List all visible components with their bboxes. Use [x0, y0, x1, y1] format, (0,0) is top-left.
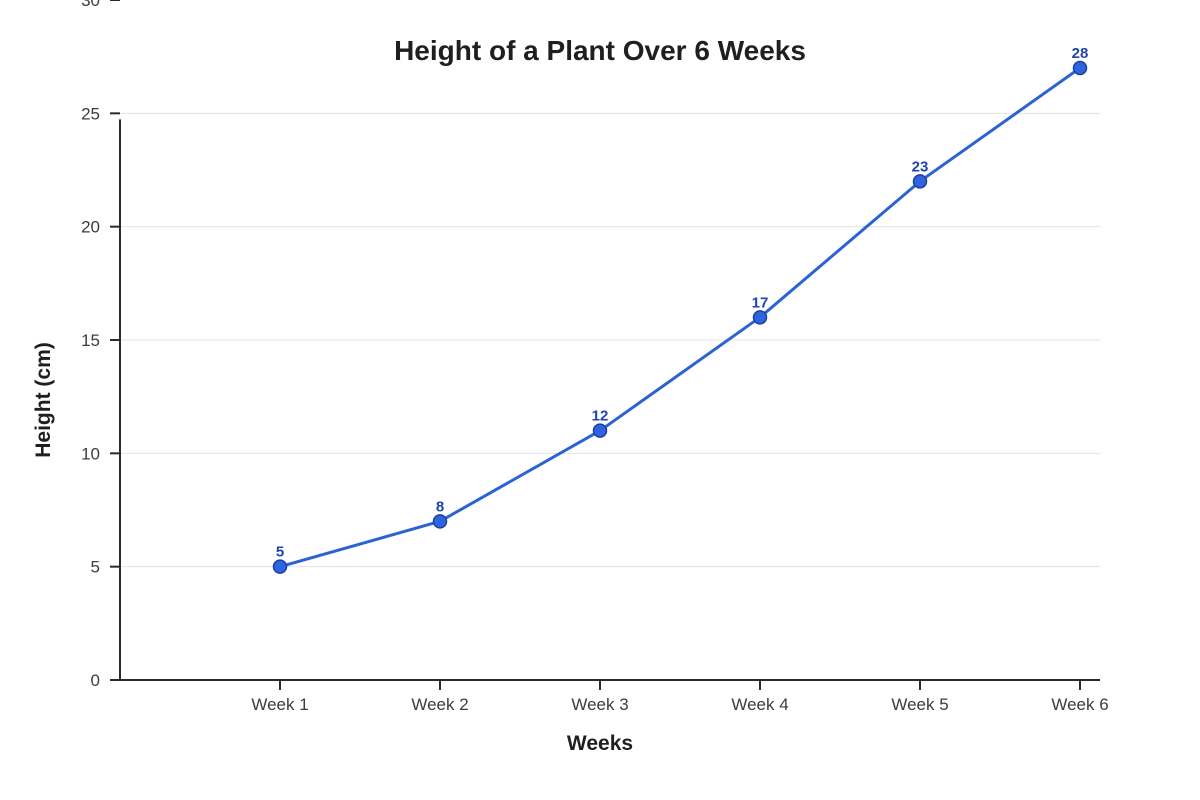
- x-axis-ticks: Week 1 Week 2 Week 3 Week 4 Week 5 Week 6: [251, 680, 1109, 714]
- data-label: 17: [752, 294, 769, 311]
- chart-title: Height of a Plant Over 6 Weeks: [394, 35, 806, 66]
- series-layer: 5 8 12 17 23 28: [272, 45, 1089, 574]
- y-tick-label: 5: [91, 558, 100, 577]
- data-label: 5: [276, 544, 284, 561]
- y-tick-label: 15: [81, 331, 100, 350]
- y-tick-label: 0: [91, 671, 100, 690]
- data-label: 28: [1072, 45, 1089, 62]
- series-line: [279, 66, 1081, 569]
- x-tick-label: Week 3: [571, 695, 628, 714]
- y-tick-label: 25: [81, 104, 100, 123]
- y-axis-title: Height (cm): [32, 342, 55, 458]
- x-tick-label: Week 1: [251, 695, 308, 714]
- x-axis-title: Weeks: [567, 732, 633, 755]
- data-point: [432, 514, 448, 529]
- data-label: 23: [912, 158, 929, 175]
- data-point: [272, 559, 288, 574]
- data-label: 12: [592, 408, 609, 425]
- axes: [110, 119, 1100, 681]
- data-point: [912, 174, 928, 189]
- y-tick-label: 30: [81, 0, 100, 10]
- y-tick-label: 10: [81, 444, 100, 463]
- gridlines: [120, 112, 1100, 568]
- x-tick-label: Week 6: [1051, 695, 1108, 714]
- x-tick-label: Week 4: [731, 695, 788, 714]
- y-axis-ticks: 0 5 10 15 20 25 30: [81, 0, 120, 690]
- x-tick-label: Week 2: [411, 695, 468, 714]
- x-tick-label: Week 5: [891, 695, 948, 714]
- y-tick-label: 20: [81, 218, 100, 237]
- data-label: 8: [436, 498, 444, 515]
- data-point: [592, 423, 608, 438]
- data-point: [752, 310, 768, 325]
- data-point: [1072, 60, 1088, 76]
